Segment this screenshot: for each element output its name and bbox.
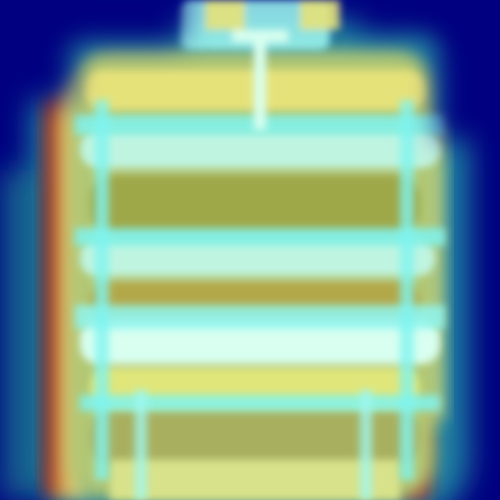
seams (95, 100, 414, 500)
collar (180, 0, 340, 130)
corner-shadows (0, 0, 500, 140)
